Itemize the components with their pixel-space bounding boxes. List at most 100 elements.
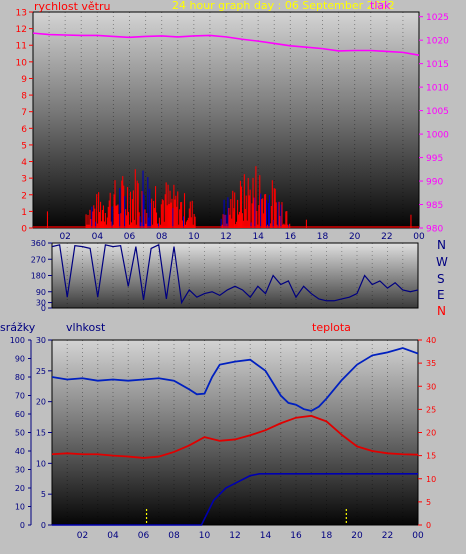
time-tick-label: 10 xyxy=(188,232,200,242)
precip-tick-label: 20 xyxy=(15,484,25,493)
direction-grid xyxy=(66,243,404,308)
pressure-tick-label: 1020 xyxy=(426,37,449,47)
temperature-tick-label: 0 xyxy=(426,521,431,530)
time-tick-label: 06 xyxy=(138,531,150,541)
wind-tick-label: 7 xyxy=(21,108,27,118)
pressure-tick-label: 995 xyxy=(426,154,443,164)
wind-tick-label: 5 xyxy=(21,141,27,151)
direction-tick-label: 90 xyxy=(36,288,46,297)
pressure-tick-label: 1005 xyxy=(426,107,449,117)
wind-tick-label: 4 xyxy=(21,158,27,168)
time-tick-label: 06 xyxy=(124,232,136,242)
bottom-plot-area xyxy=(51,339,419,526)
temperature-tick-label: 35 xyxy=(426,359,436,368)
temperature-tick-label: 15 xyxy=(426,452,436,461)
wind-tick-label: 13 xyxy=(16,9,27,19)
bottom-time-axis: 02 04 06 08 10 12 14 16 18 20 22 00 xyxy=(77,531,424,541)
top-time-axis: 02 04 06 08 10 12 14 16 18 20 22 00 xyxy=(59,232,425,242)
humidity-line xyxy=(51,347,419,412)
direction-plot-area xyxy=(51,242,419,309)
temperature-tick-label: 30 xyxy=(426,382,436,391)
direction-tick-label: 270 xyxy=(31,255,46,264)
time-tick-label: 02 xyxy=(59,232,70,242)
compass-n-bottom: N xyxy=(437,304,446,318)
temperature-tick-label: 40 xyxy=(426,336,436,345)
time-tick-label: 20 xyxy=(351,531,363,541)
humidity-tick-label: 20 xyxy=(36,398,46,407)
precip-line xyxy=(52,473,418,526)
compass-s: S xyxy=(437,272,445,286)
compass-labels: N W S E N xyxy=(436,238,448,318)
wind-tick-label: 10 xyxy=(16,58,28,68)
wind-tick-label: 8 xyxy=(21,92,27,102)
direction-tick-label: 180 xyxy=(31,272,46,281)
precip-markers xyxy=(145,509,347,525)
bottom-axes: 0 10 20 30 40 50 60 70 80 90 100 0 5 10 15 20 25 30 0 5 10 15… xyxy=(10,336,436,530)
pressure-tick-label: 1025 xyxy=(426,13,449,23)
time-tick-label: 14 xyxy=(252,232,264,242)
time-tick-label: 00 xyxy=(412,531,424,541)
compass-n-top: N xyxy=(437,238,446,252)
humidity-tick-label: 0 xyxy=(41,521,46,530)
bottom-grid xyxy=(66,340,404,525)
pressure-tick-label: 985 xyxy=(426,201,443,211)
precip-tick-label: 60 xyxy=(15,410,25,419)
pressure-line xyxy=(32,32,420,56)
precip-tick-label: 0 xyxy=(20,521,25,530)
wind-tick-label: 0 xyxy=(21,225,27,235)
wind-tick-label: 9 xyxy=(21,75,27,85)
wind-tick-label: 6 xyxy=(21,125,27,135)
time-tick-label: 10 xyxy=(199,531,211,541)
wind-tick-label: 11 xyxy=(16,42,27,52)
time-tick-label: 12 xyxy=(229,531,240,541)
time-tick-label: 12 xyxy=(220,232,231,242)
time-tick-label: 04 xyxy=(107,531,119,541)
time-tick-label: 18 xyxy=(321,531,333,541)
precip-tick-label: 30 xyxy=(15,466,25,475)
compass-w: W xyxy=(436,255,448,269)
humidity-tick-label: 5 xyxy=(41,490,46,499)
precip-tick-label: 40 xyxy=(15,447,25,456)
wind-tick-label: 1 xyxy=(21,208,27,218)
precip-tick-label: 50 xyxy=(15,429,25,438)
chart-title: 24 hour graph day : 06 September 2022 xyxy=(172,0,395,12)
time-tick-label: 22 xyxy=(381,232,392,242)
precip-tick-label: 100 xyxy=(10,336,25,345)
compass-e: E xyxy=(437,288,445,302)
precip-tick-label: 80 xyxy=(15,373,25,382)
pressure-axis-label: tlak xyxy=(370,0,391,12)
precip-axis-label: srážky xyxy=(0,321,36,334)
time-tick-label: 00 xyxy=(413,232,425,242)
direction-axis: 030 90 180 270 360 xyxy=(31,239,52,313)
temperature-tick-label: 25 xyxy=(426,405,436,414)
temperature-tick-label: 10 xyxy=(426,475,436,484)
time-tick-label: 16 xyxy=(285,232,297,242)
humidity-tick-label: 10 xyxy=(36,459,46,468)
humidity-tick-label: 15 xyxy=(36,429,46,438)
pressure-tick-label: 1010 xyxy=(426,84,449,94)
time-tick-label: 18 xyxy=(317,232,329,242)
precip-tick-label: 10 xyxy=(15,503,25,512)
temperature-axis-label: teplota xyxy=(312,321,351,334)
time-tick-label: 16 xyxy=(290,531,302,541)
pressure-tick-label: 1000 xyxy=(426,131,449,141)
pressure-tick-label: 1015 xyxy=(426,60,449,70)
time-tick-label: 20 xyxy=(349,232,361,242)
wind-tick-label: 3 xyxy=(21,175,27,185)
time-tick-label: 14 xyxy=(260,531,272,541)
precip-tick-label: 70 xyxy=(15,392,25,401)
direction-tick-label: 30 xyxy=(36,299,46,308)
direction-line xyxy=(51,243,419,305)
pressure-tick-label: 980 xyxy=(426,225,443,235)
time-tick-label: 22 xyxy=(382,531,393,541)
temperature-line xyxy=(51,414,419,459)
pressure-axis: 980 985 990 995 1000 1005 1010 1015 1020 1025 xyxy=(419,13,449,235)
humidity-tick-label: 30 xyxy=(36,336,46,345)
temperature-tick-label: 20 xyxy=(426,429,436,438)
direction-tick-label: 360 xyxy=(31,239,46,248)
top-plot-area xyxy=(32,11,420,229)
direction-tick-label: 0 xyxy=(41,304,46,313)
time-tick-label: 02 xyxy=(77,531,88,541)
